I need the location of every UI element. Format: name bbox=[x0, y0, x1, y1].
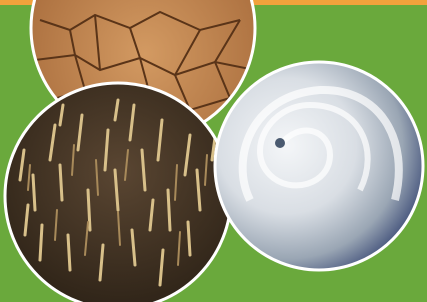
page: (() => { const data = JSON.parse(documen… bbox=[0, 0, 427, 302]
collage bbox=[0, 0, 427, 302]
eye bbox=[275, 138, 285, 148]
